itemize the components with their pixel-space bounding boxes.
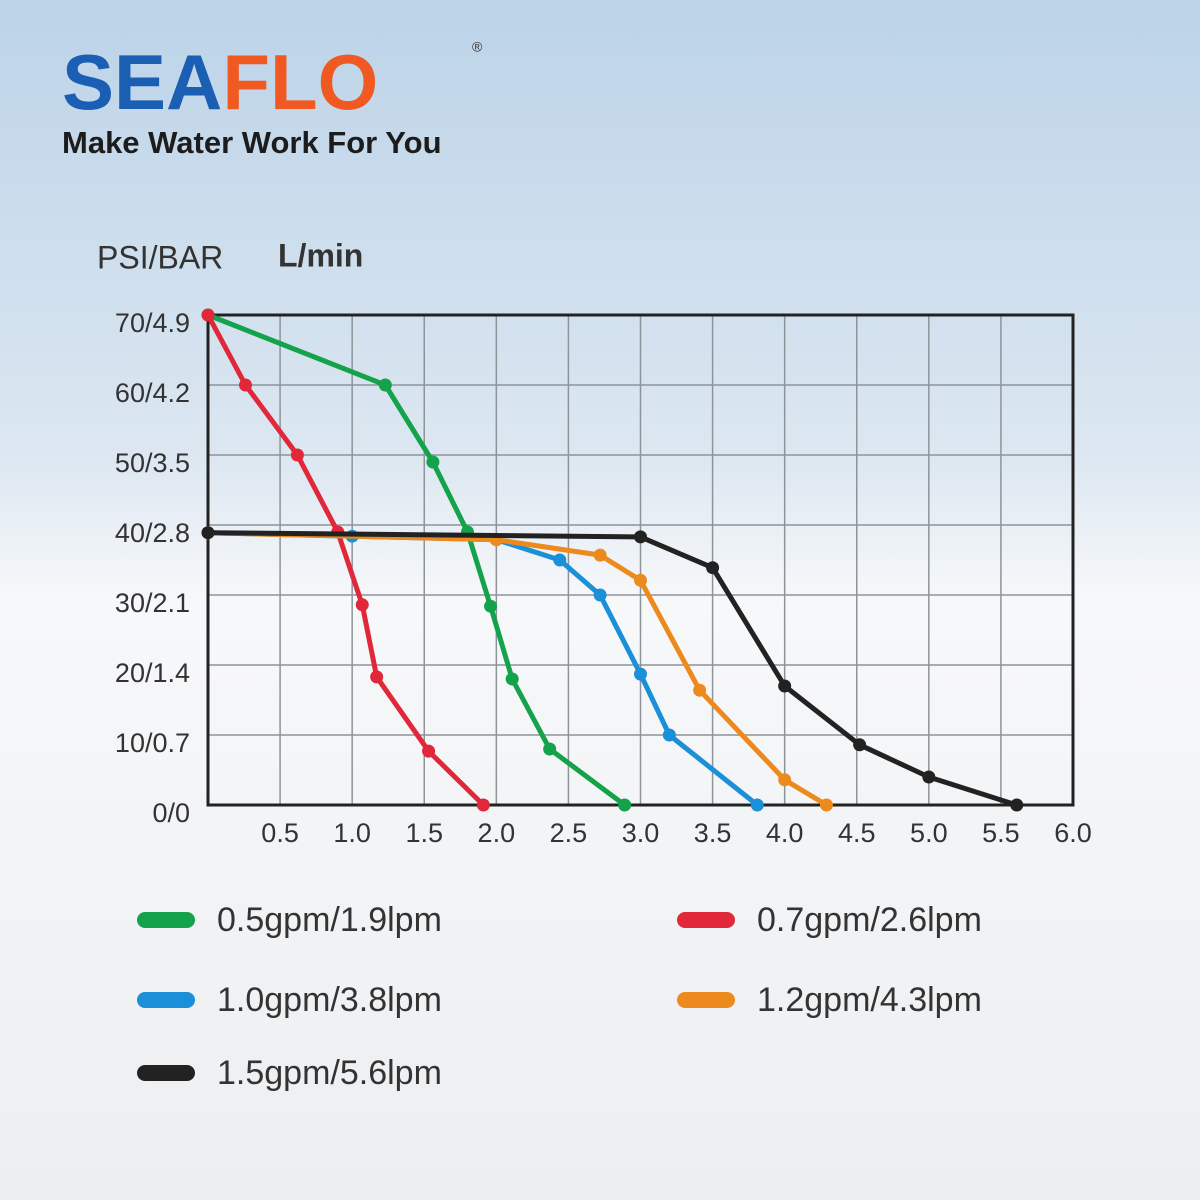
y-tick-label: 40/2.8 (115, 518, 190, 548)
data-point (201, 526, 215, 540)
data-point (593, 548, 607, 562)
data-point (778, 679, 792, 693)
data-point (505, 672, 519, 686)
data-point (662, 728, 676, 742)
data-point (634, 573, 647, 587)
y-tick-label: 60/4.2 (115, 378, 190, 408)
y-tick-label: 10/0.7 (115, 728, 190, 758)
legend-label: 1.0gpm/3.8lpm (217, 981, 442, 1019)
y-tick-label: 0/0 (152, 798, 190, 828)
x-tick-label: 5.5 (982, 818, 1020, 848)
data-point (238, 378, 252, 392)
logo-part: SEA (62, 38, 222, 126)
y-tick-label: 30/2.1 (115, 588, 190, 618)
data-point (378, 378, 392, 392)
y-tick-label: 50/3.5 (115, 448, 190, 478)
data-point (484, 599, 498, 613)
tagline: Make Water Work For You (62, 125, 442, 160)
x-axis-label: L/min (278, 237, 363, 273)
data-point (290, 448, 304, 462)
legend-label: 0.5gpm/1.9lpm (217, 901, 442, 939)
data-point (693, 683, 707, 697)
data-point (778, 773, 792, 787)
y-axis-label: PSI/BAR (97, 239, 223, 275)
data-point (750, 798, 764, 812)
y-tick-label: 20/1.4 (115, 658, 190, 688)
registered-mark: ® (472, 39, 483, 55)
x-tick-label: 1.5 (405, 818, 443, 848)
x-tick-label: 4.0 (766, 818, 804, 848)
x-tick-label: 3.5 (694, 818, 732, 848)
data-point (618, 798, 632, 812)
logo: SEAFLO (62, 38, 378, 126)
data-point (201, 308, 215, 322)
data-point (706, 561, 720, 575)
series-line (205, 312, 628, 808)
data-point (853, 738, 867, 752)
data-point (553, 553, 567, 567)
data-point (819, 798, 833, 812)
data-point (543, 742, 557, 756)
x-tick-label: 5.0 (910, 818, 948, 848)
x-tick-label: 6.0 (1054, 818, 1092, 848)
legend-label: 1.2gpm/4.3lpm (757, 981, 982, 1019)
data-point (593, 588, 607, 602)
data-point (634, 667, 647, 681)
logo-part: FLO (222, 38, 378, 126)
x-tick-label: 3.0 (622, 818, 660, 848)
x-tick-label: 0.5 (261, 818, 299, 848)
x-tick-label: 2.0 (478, 818, 516, 848)
series-line (205, 312, 486, 808)
data-point (422, 744, 436, 758)
x-tick-label: 4.5 (838, 818, 876, 848)
x-tick-label: 1.0 (333, 818, 371, 848)
x-tick-label: 2.5 (550, 818, 588, 848)
data-point (370, 670, 384, 684)
data-point (476, 798, 490, 812)
y-tick-label: 70/4.9 (115, 308, 190, 338)
data-point (922, 770, 936, 784)
data-point (634, 530, 647, 544)
data-point (1010, 798, 1024, 812)
data-point (426, 455, 440, 469)
legend-label: 0.7gpm/2.6lpm (757, 901, 982, 939)
data-point (355, 598, 369, 612)
legend-label: 1.5gpm/5.6lpm (217, 1054, 442, 1092)
plot-frame (206, 313, 1075, 807)
